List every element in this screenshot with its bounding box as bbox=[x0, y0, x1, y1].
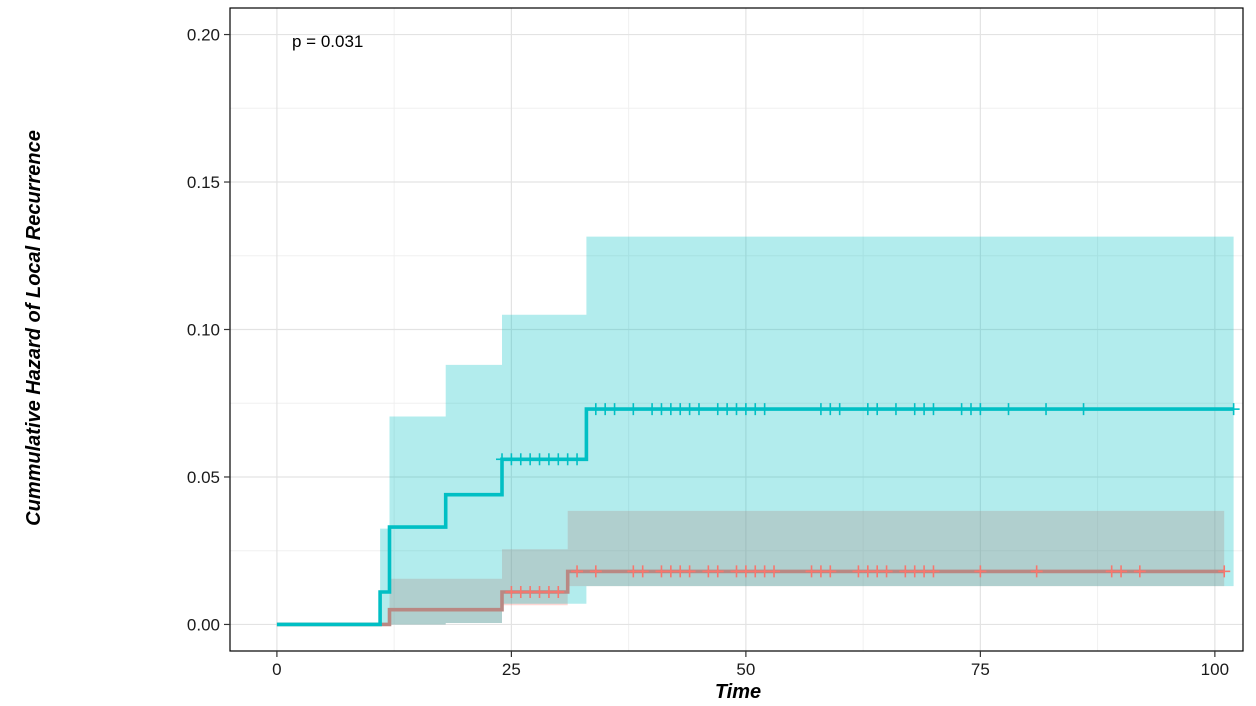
hazard-step-line-0 bbox=[276, 569, 1225, 627]
x-axis-title: Time bbox=[715, 681, 761, 703]
censor-mark-0 bbox=[1115, 565, 1128, 578]
censor-mark-1 bbox=[1002, 403, 1015, 416]
censor-mark-1 bbox=[1227, 403, 1240, 416]
censor-marks bbox=[496, 403, 1240, 599]
y-tick-label: 0.05 bbox=[187, 468, 220, 487]
censor-mark-0 bbox=[571, 565, 584, 578]
censor-mark-0 bbox=[824, 565, 837, 578]
censor-mark-0 bbox=[683, 565, 696, 578]
grid-lines bbox=[230, 8, 1243, 651]
censor-mark-1 bbox=[1040, 403, 1053, 416]
censor-mark-0 bbox=[1133, 565, 1146, 578]
censor-mark-1 bbox=[871, 403, 884, 416]
y-tick-label: 0.15 bbox=[187, 173, 220, 192]
censor-mark-1 bbox=[692, 403, 705, 416]
censor-mark-0 bbox=[1218, 565, 1231, 578]
censor-mark-0 bbox=[636, 565, 649, 578]
censor-mark-1 bbox=[627, 403, 640, 416]
x-tick-label: 75 bbox=[971, 660, 990, 679]
axis-ticks: 0 25 50 75 100 0.00 0.05 0.10 0.15 0.20 bbox=[187, 26, 1229, 679]
censor-mark-0 bbox=[711, 565, 724, 578]
hazard-lines bbox=[276, 407, 1234, 627]
hazard-step-line-1 bbox=[276, 407, 1234, 627]
censor-mark-1 bbox=[889, 403, 902, 416]
censor-mark-0 bbox=[927, 565, 940, 578]
y-axis-title: Cummulative Hazard of Local Recurrence bbox=[23, 130, 45, 526]
x-tick-label: 100 bbox=[1201, 660, 1229, 679]
x-tick-label: 25 bbox=[502, 660, 521, 679]
confidence-band-0 bbox=[389, 510, 1225, 625]
y-tick-label: 0.00 bbox=[187, 615, 220, 634]
p-value-annotation: p = 0.031 bbox=[292, 32, 363, 51]
x-tick-label: 50 bbox=[736, 660, 755, 679]
censor-mark-1 bbox=[758, 403, 771, 416]
confidence-band-1 bbox=[380, 236, 1234, 625]
censor-mark-1 bbox=[833, 403, 846, 416]
censor-mark-1 bbox=[974, 403, 987, 416]
censor-mark-1 bbox=[927, 403, 940, 416]
confidence-bands bbox=[380, 236, 1234, 625]
y-tick-label: 0.20 bbox=[187, 26, 220, 45]
censor-mark-0 bbox=[974, 565, 987, 578]
censor-mark-0 bbox=[880, 565, 893, 578]
censor-mark-0 bbox=[768, 565, 781, 578]
censor-mark-1 bbox=[1077, 403, 1090, 416]
censor-mark-1 bbox=[608, 403, 621, 416]
censor-mark-0 bbox=[552, 586, 565, 599]
x-tick-label: 0 bbox=[272, 660, 281, 679]
censor-mark-0 bbox=[589, 565, 602, 578]
censor-mark-0 bbox=[1030, 565, 1043, 578]
y-tick-label: 0.10 bbox=[187, 321, 220, 340]
censor-mark-1 bbox=[571, 453, 584, 466]
